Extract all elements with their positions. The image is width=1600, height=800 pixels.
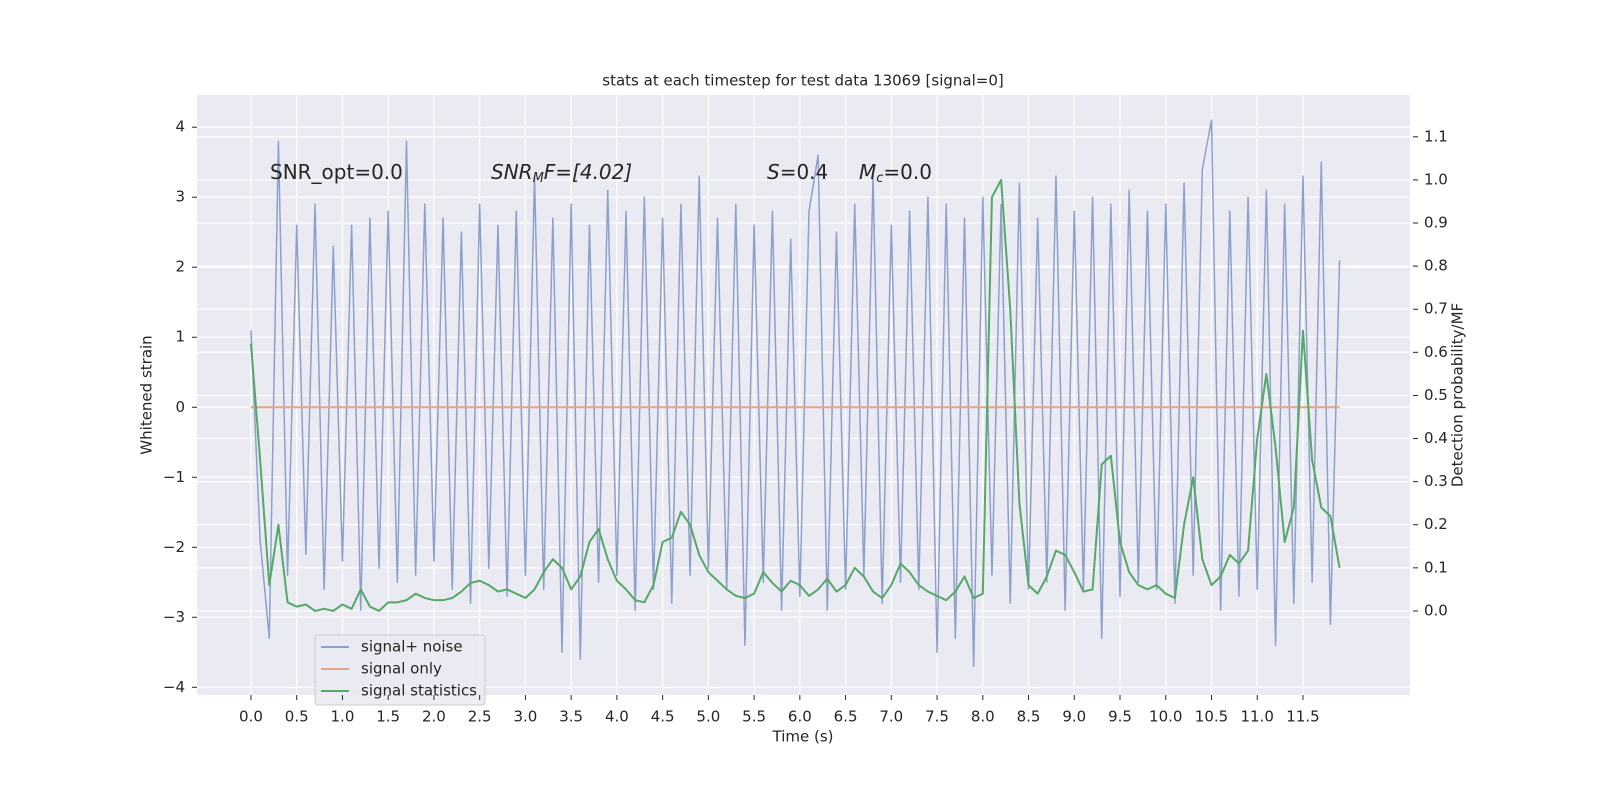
x-tick-label: 3.5 [559, 708, 583, 726]
x-axis-label: Time (s) [772, 728, 834, 746]
y-tick-label: 4 [175, 118, 185, 136]
x-tick-label: 8.5 [1017, 708, 1041, 726]
x-tick-label: 10.0 [1149, 708, 1182, 726]
annotation: SNRMF=[4.02] [491, 160, 632, 186]
y-tick-label: −4 [163, 678, 185, 696]
x-tick-label: 11.5 [1286, 708, 1319, 726]
legend-label: signal statistics [361, 682, 477, 700]
y2-tick-label: 1.1 [1424, 127, 1448, 145]
x-tick-label: 8.0 [971, 708, 995, 726]
y2-tick-label: 0.5 [1424, 386, 1448, 404]
y2-tick-label: 0.2 [1424, 515, 1448, 533]
x-tick-label: 6.0 [788, 708, 812, 726]
y2-tick-label: 0.0 [1424, 601, 1448, 619]
x-tick-label: 4.0 [605, 708, 629, 726]
x-tick-label: 6.5 [834, 708, 858, 726]
x-tick-label: 2.5 [468, 708, 492, 726]
x-tick-label: 3.0 [513, 708, 537, 726]
x-tick-label: 1.0 [331, 708, 355, 726]
y2-tick-label: 0.7 [1424, 300, 1448, 318]
y-axis-label: Whitened strain [138, 335, 156, 454]
y-tick-label: 3 [175, 188, 185, 206]
x-tick-label: 11.0 [1241, 708, 1274, 726]
annotation: SNR_opt=0.0 [270, 160, 403, 184]
legend-box [314, 634, 486, 706]
annotation: S=0.4 [767, 160, 828, 184]
y2-tick-label: 0.9 [1424, 214, 1448, 232]
x-tick-label: 0.5 [285, 708, 309, 726]
x-tick-label: 5.0 [696, 708, 720, 726]
y-tick-label: −2 [163, 538, 185, 556]
chart-title: stats at each timestep for test data 130… [602, 72, 1003, 90]
y-tick-label: 2 [175, 258, 185, 276]
x-tick-label: 4.5 [651, 708, 675, 726]
x-tick-label: 7.0 [879, 708, 903, 726]
x-tick-label: 1.5 [376, 708, 400, 726]
x-tick-label: 9.0 [1062, 708, 1086, 726]
x-tick-label: 0.0 [239, 708, 263, 726]
x-tick-label: 7.5 [925, 708, 949, 726]
series-line [250, 119, 1341, 668]
y2-axis-label: Detection probability/MF [1449, 303, 1467, 487]
y2-tick-label: 0.6 [1424, 343, 1448, 361]
y-tick-label: 0 [175, 398, 185, 416]
y2-tick-label: 0.8 [1424, 257, 1448, 275]
y-tick-label: 1 [175, 328, 185, 346]
x-tick-label: 5.5 [742, 708, 766, 726]
y2-tick-label: 0.3 [1424, 472, 1448, 490]
legend-label: signal only [361, 660, 442, 678]
y-tick-label: −1 [163, 468, 185, 486]
y2-tick-label: 1.0 [1424, 170, 1448, 188]
x-tick-label: 9.5 [1108, 708, 1132, 726]
y-tick-label: −3 [163, 608, 185, 626]
x-tick-label: 2.0 [422, 708, 446, 726]
y2-tick-label: 0.1 [1424, 558, 1448, 576]
series-line [249, 178, 1341, 612]
annotation: Mc=0.0 [859, 160, 932, 186]
y2-tick-label: 0.4 [1424, 429, 1448, 447]
x-tick-label: 10.5 [1195, 708, 1228, 726]
legend-label: signal+ noise [361, 638, 463, 656]
